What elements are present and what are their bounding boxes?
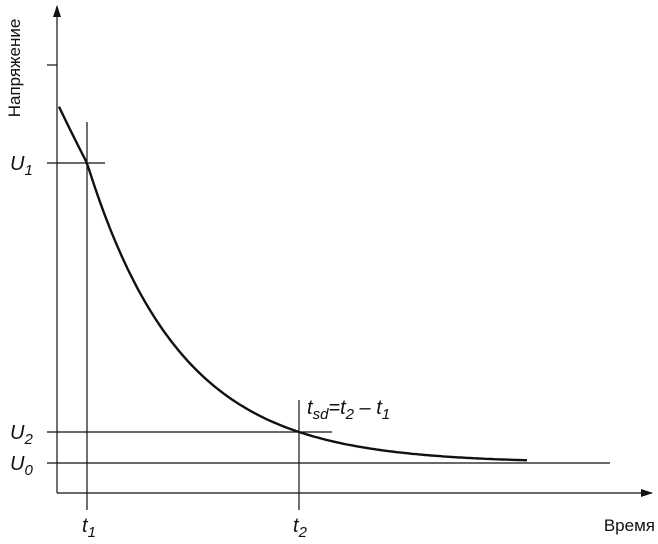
t2-label: t2 xyxy=(293,515,308,541)
y-axis-label: Напряжение xyxy=(5,19,24,118)
u1-label: U1 xyxy=(10,153,33,179)
u2-label: U2 xyxy=(10,422,33,448)
x-axis-label: Время xyxy=(604,516,655,535)
u0-label: U0 xyxy=(10,453,33,479)
t1-label: t1 xyxy=(82,515,96,541)
decay-curve xyxy=(57,106,528,462)
formula: tsd=t2 – t1 xyxy=(307,397,390,423)
